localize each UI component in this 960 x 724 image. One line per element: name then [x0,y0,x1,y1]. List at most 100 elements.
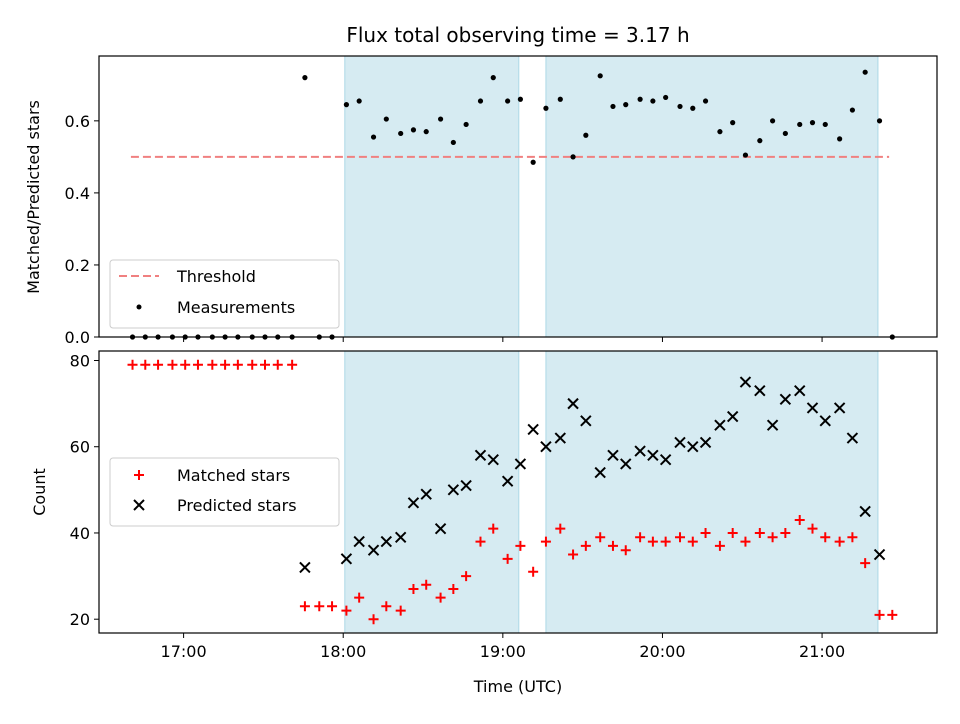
predicted-point-23 [634,445,646,457]
predicted-point-6 [407,497,420,509]
measurement-point-48 [769,118,776,124]
top-x-ticks [183,337,823,342]
measurement-point-45 [730,120,736,126]
matched-point-25 [461,571,472,582]
top-shaded-spans [344,55,879,338]
matched-point-13 [299,601,310,612]
measurement-point-19 [383,116,389,122]
measurement-point-46 [742,152,749,158]
top-legend: Threshold Measurements [109,259,340,329]
x-tick-label-3: 20:00 [639,642,685,661]
predicted-point-32 [754,384,766,397]
matched-point-16 [341,605,352,616]
threshold-legend-label: Threshold [176,267,256,286]
matched-point-54 [847,532,858,543]
matched-legend-label: Matched stars [177,466,290,485]
predicted-point-1 [340,553,353,565]
matched-point-15 [327,601,338,612]
predicted-legend-marker [133,499,145,511]
matched-point-35 [595,532,606,543]
measurement-point-50 [797,121,803,128]
matched-point-1 [140,359,151,370]
matched-point-23 [435,592,446,603]
matched-point-48 [767,532,778,543]
measurement-point-56 [876,118,883,124]
top-y-tick-label-0: 0.0 [65,328,90,347]
predicted-point-9 [447,484,460,496]
predicted-point-38 [833,402,846,414]
matched-point-32 [555,523,566,534]
predicted-point-19 [580,415,592,427]
measurement-point-43 [702,98,709,104]
matched-point-56 [874,609,885,620]
measurements-legend-marker [136,304,142,310]
predicted-legend-label: Predicted stars [177,496,297,515]
bottom-legend: Matched stars Predicted stars [109,457,340,527]
bottom-y-tick-label-2: 60 [70,438,90,457]
matched-point-17 [354,592,365,603]
bottom-shaded-spans [344,350,879,634]
top-y-tick-label-2: 0.4 [65,184,90,203]
matched-point-42 [687,536,698,547]
measurement-point-26 [477,98,484,104]
predicted-point-40 [859,505,871,518]
matched-point-11 [272,359,283,370]
predicted-point-36 [806,402,819,414]
measurement-point-34 [583,132,589,138]
predicted-point-2 [353,535,365,548]
predicted-point-8 [434,522,447,535]
top-shaded-span-1 [545,55,879,338]
measurement-point-31 [543,105,549,111]
predicted-point-24 [647,449,659,462]
matched-point-20 [395,605,406,616]
matched-point-37 [620,545,631,556]
matched-point-55 [860,558,871,569]
matched-point-46 [740,536,751,547]
matched-point-18 [368,614,379,625]
matched-point-19 [381,601,392,612]
matched-point-14 [314,601,325,612]
predicted-point-5 [394,531,407,543]
matched-point-57 [887,609,898,620]
matched-point-29 [515,540,526,551]
matched-point-45 [727,527,738,538]
predicted-point-34 [779,393,792,406]
x-tick-label-4: 21:00 [799,642,845,661]
matched-point-7 [220,359,231,370]
measurement-point-53 [837,136,843,142]
measurement-point-55 [862,69,868,75]
measurement-point-44 [717,129,723,135]
measurement-point-13 [302,75,308,81]
measurement-point-29 [517,96,523,102]
measurement-point-41 [677,103,683,110]
matched-point-9 [247,359,258,370]
matched-point-47 [754,527,765,538]
matched-point-5 [192,359,203,370]
measurement-point-52 [822,121,828,128]
matched-point-50 [794,515,805,526]
matched-point-2 [153,359,164,370]
top-axes-frame [98,55,938,338]
predicted-point-11 [474,449,487,462]
measurement-point-27 [490,75,496,81]
predicted-point-25 [659,453,672,466]
measurement-point-22 [423,129,429,135]
measurement-point-21 [410,127,417,133]
matched-point-33 [568,549,579,560]
measurement-point-54 [849,107,856,113]
bottom-y-tick-label-0: 20 [70,610,90,629]
x-axis-label: Time (UTC) [473,677,562,696]
predicted-point-30 [726,410,739,423]
bottom-legend-box [109,457,340,527]
matched-point-12 [287,359,298,370]
matched-point-10 [260,359,271,370]
top-y-axis-label: Matched/Predicted stars [24,100,43,294]
measurement-point-38 [637,96,643,102]
predicted-point-4 [380,535,393,548]
matched-point-49 [780,527,791,538]
matched-point-26 [475,536,486,547]
predicted-point-3 [367,544,380,556]
predicted-point-16 [540,441,552,453]
matched-point-0 [127,359,138,370]
